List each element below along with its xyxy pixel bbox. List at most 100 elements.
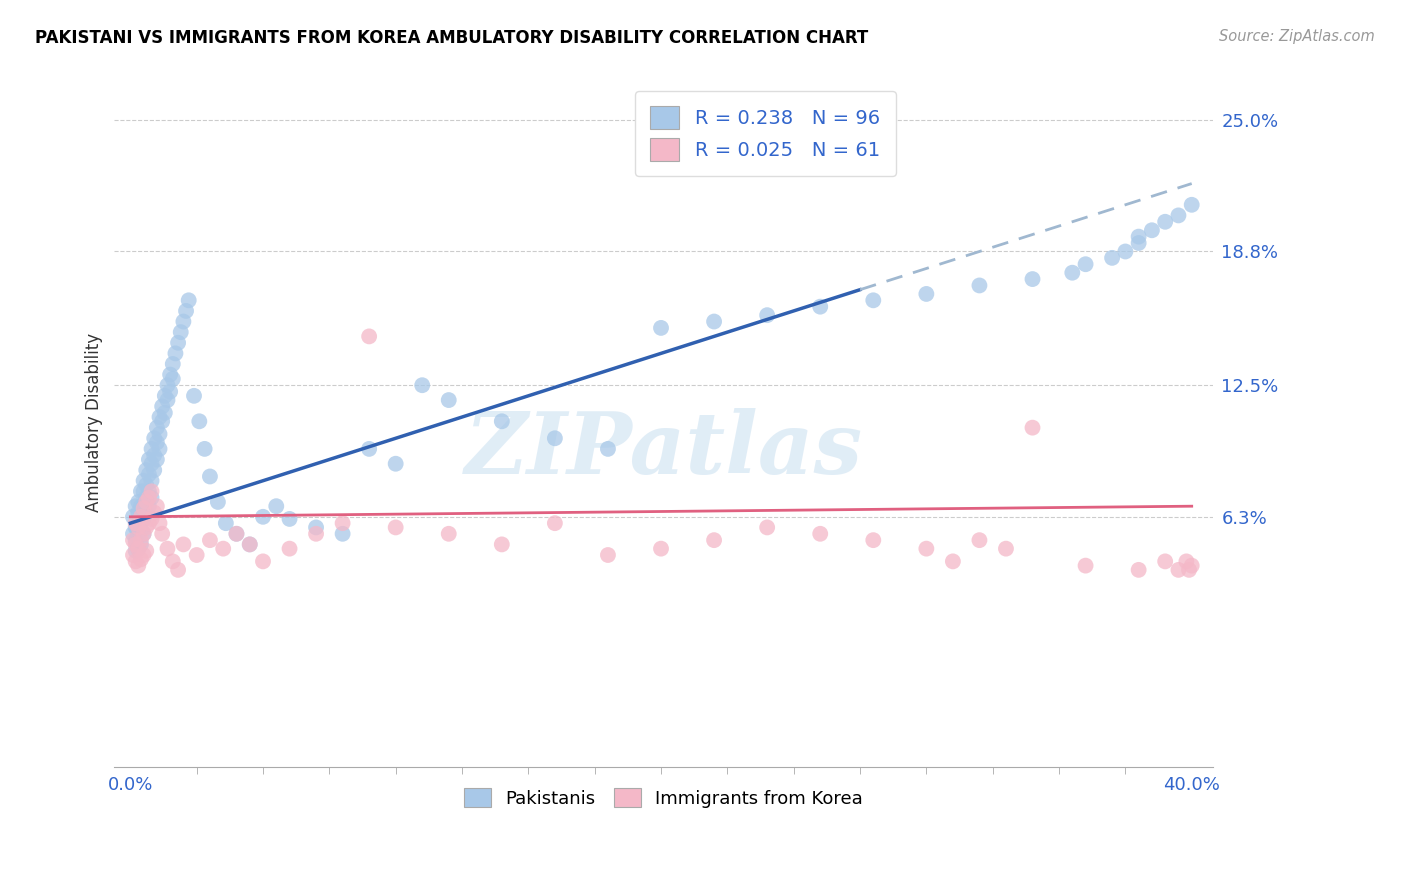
Point bbox=[359, 442, 381, 456]
Point bbox=[165, 346, 187, 360]
Point bbox=[124, 533, 146, 548]
Point bbox=[146, 452, 169, 467]
Point bbox=[437, 526, 460, 541]
Point bbox=[384, 457, 406, 471]
Point bbox=[1178, 563, 1201, 577]
Point bbox=[141, 484, 163, 499]
Point bbox=[172, 537, 194, 551]
Point bbox=[129, 509, 152, 524]
Point bbox=[1128, 563, 1150, 577]
Point bbox=[1181, 558, 1204, 573]
Point bbox=[1021, 420, 1043, 434]
Point bbox=[278, 512, 301, 526]
Point bbox=[194, 442, 217, 456]
Point bbox=[1074, 257, 1097, 271]
Point bbox=[1128, 229, 1150, 244]
Point bbox=[143, 448, 166, 462]
Point bbox=[138, 491, 160, 505]
Point bbox=[756, 308, 779, 322]
Point bbox=[544, 516, 567, 531]
Point bbox=[215, 516, 238, 531]
Point bbox=[124, 516, 146, 531]
Point bbox=[1154, 554, 1177, 568]
Point bbox=[132, 548, 155, 562]
Point bbox=[135, 506, 157, 520]
Point bbox=[124, 554, 146, 568]
Point bbox=[122, 526, 145, 541]
Point bbox=[305, 526, 328, 541]
Point bbox=[1101, 251, 1123, 265]
Point bbox=[915, 541, 938, 556]
Y-axis label: Ambulatory Disability: Ambulatory Disability bbox=[86, 333, 103, 512]
Point bbox=[1167, 208, 1189, 222]
Point bbox=[544, 431, 567, 445]
Point bbox=[150, 400, 173, 414]
Point bbox=[1062, 266, 1084, 280]
Point bbox=[198, 533, 221, 548]
Point bbox=[808, 300, 831, 314]
Point bbox=[1140, 223, 1163, 237]
Point bbox=[124, 537, 146, 551]
Point bbox=[162, 357, 184, 371]
Point bbox=[143, 431, 166, 445]
Point bbox=[264, 499, 287, 513]
Point bbox=[129, 499, 152, 513]
Point bbox=[127, 526, 149, 541]
Point bbox=[198, 469, 221, 483]
Text: PAKISTANI VS IMMIGRANTS FROM KOREA AMBULATORY DISABILITY CORRELATION CHART: PAKISTANI VS IMMIGRANTS FROM KOREA AMBUL… bbox=[35, 29, 869, 46]
Point bbox=[596, 548, 619, 562]
Point bbox=[129, 484, 152, 499]
Point bbox=[703, 533, 725, 548]
Point bbox=[167, 335, 190, 350]
Point bbox=[135, 520, 157, 534]
Point bbox=[141, 491, 163, 505]
Point bbox=[135, 543, 157, 558]
Point bbox=[156, 541, 179, 556]
Point bbox=[437, 393, 460, 408]
Point bbox=[188, 414, 211, 428]
Point bbox=[1154, 215, 1177, 229]
Point bbox=[138, 484, 160, 499]
Point bbox=[162, 554, 184, 568]
Point bbox=[969, 533, 991, 548]
Point bbox=[225, 526, 247, 541]
Point bbox=[332, 516, 354, 531]
Point bbox=[156, 393, 179, 408]
Point bbox=[129, 523, 152, 537]
Point bbox=[1181, 198, 1204, 212]
Point bbox=[650, 541, 672, 556]
Point bbox=[596, 442, 619, 456]
Point bbox=[153, 406, 176, 420]
Point bbox=[132, 499, 155, 513]
Point bbox=[129, 533, 152, 548]
Point bbox=[127, 520, 149, 534]
Point bbox=[127, 495, 149, 509]
Point bbox=[135, 495, 157, 509]
Point bbox=[138, 516, 160, 531]
Point bbox=[278, 541, 301, 556]
Point bbox=[756, 520, 779, 534]
Point bbox=[150, 526, 173, 541]
Point bbox=[969, 278, 991, 293]
Point bbox=[148, 427, 170, 442]
Point bbox=[150, 414, 173, 428]
Point bbox=[491, 414, 513, 428]
Text: ZIPatlas: ZIPatlas bbox=[464, 409, 863, 491]
Point bbox=[127, 516, 149, 531]
Point bbox=[127, 541, 149, 556]
Point bbox=[808, 526, 831, 541]
Point bbox=[146, 420, 169, 434]
Point bbox=[132, 526, 155, 541]
Point bbox=[138, 499, 160, 513]
Point bbox=[862, 533, 884, 548]
Point bbox=[135, 478, 157, 492]
Point bbox=[384, 520, 406, 534]
Point bbox=[132, 501, 155, 516]
Point bbox=[148, 410, 170, 425]
Point bbox=[207, 495, 229, 509]
Point bbox=[124, 520, 146, 534]
Point bbox=[1114, 244, 1136, 259]
Point bbox=[122, 548, 145, 562]
Point bbox=[127, 558, 149, 573]
Point bbox=[148, 442, 170, 456]
